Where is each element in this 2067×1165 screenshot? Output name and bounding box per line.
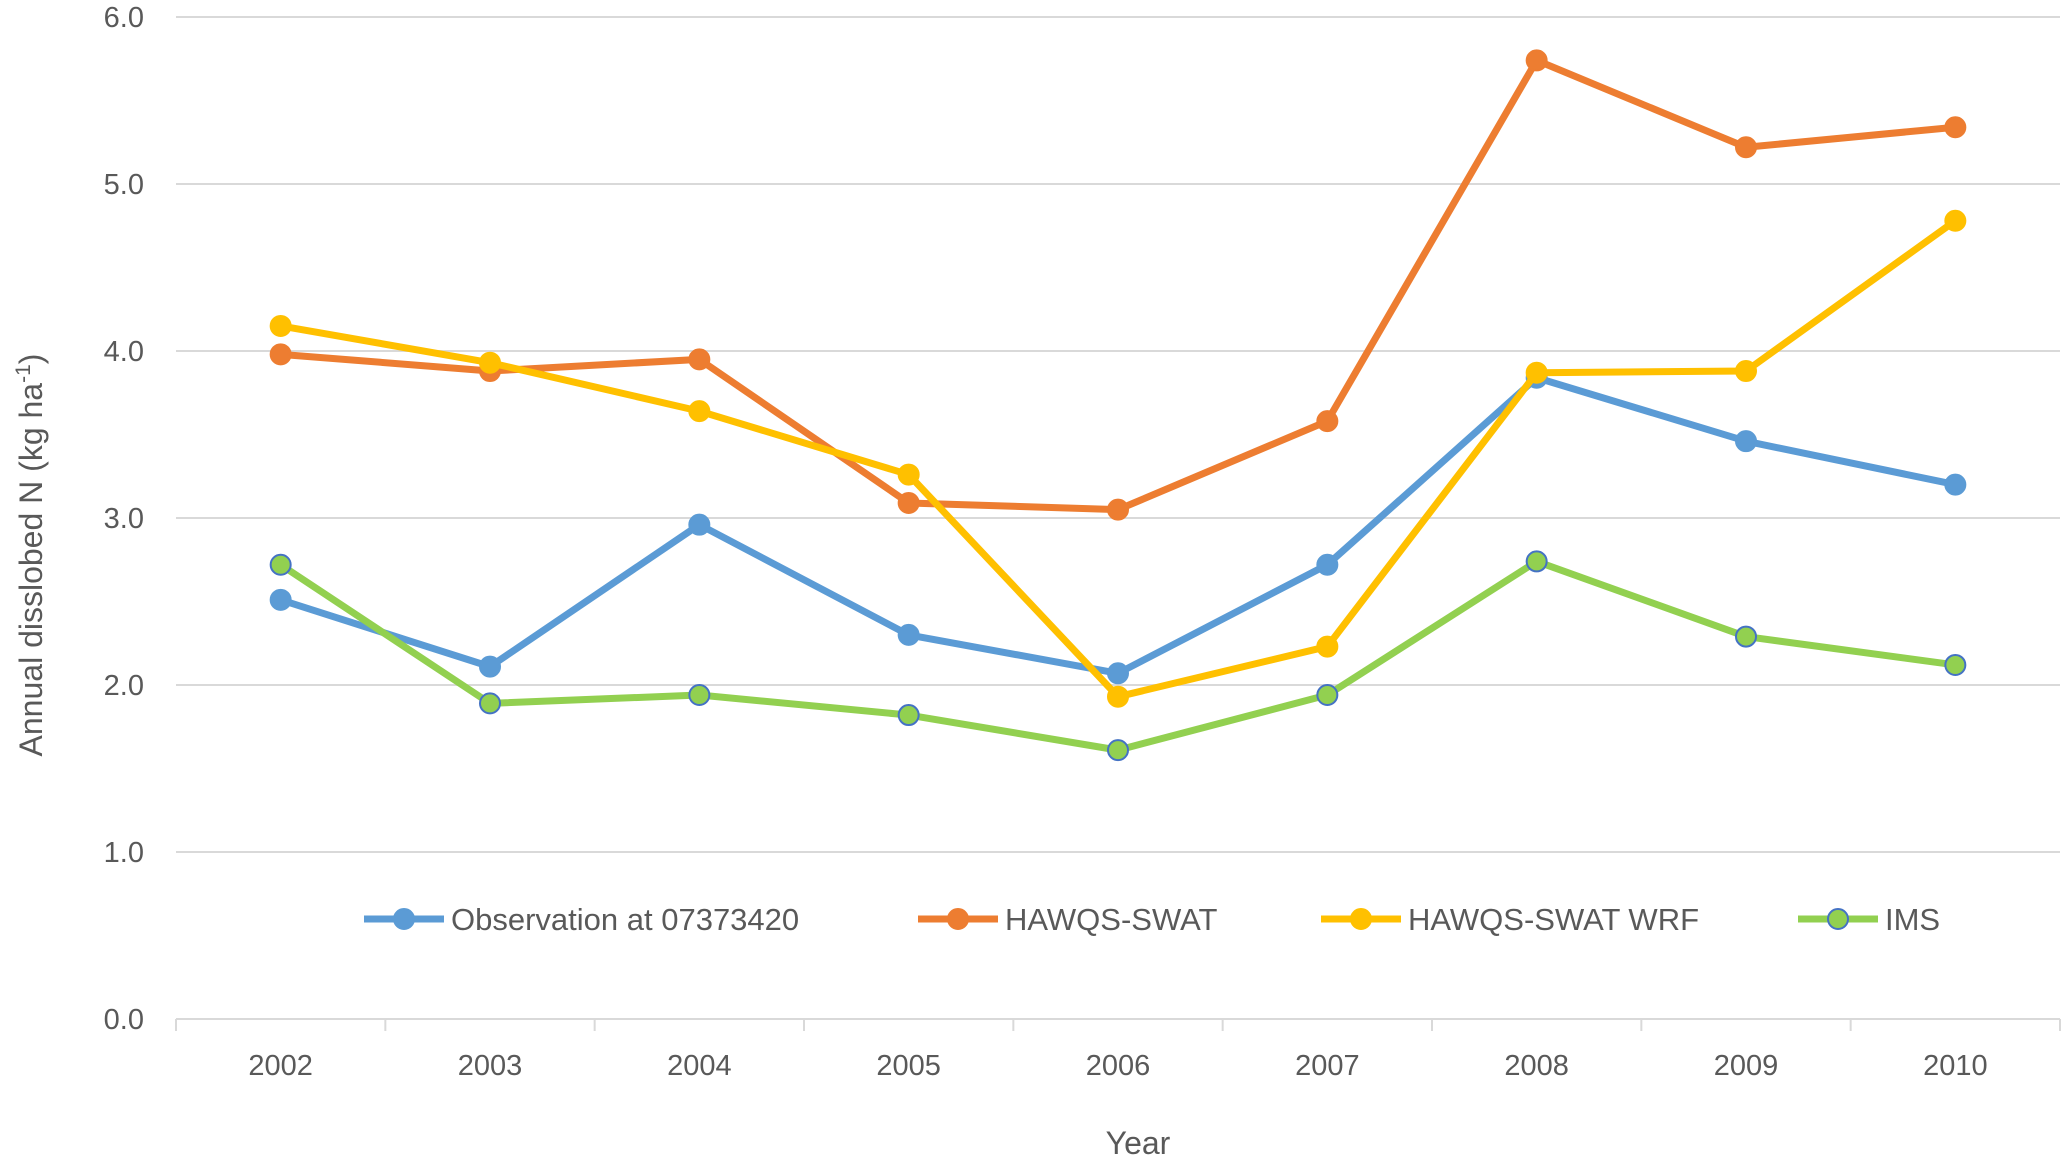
- data-point: [688, 513, 711, 536]
- data-point: [688, 684, 711, 707]
- data-point: [1107, 685, 1129, 708]
- legend-marker: [1827, 908, 1849, 930]
- legend-item: HAWQS-SWAT WRF: [1321, 902, 1699, 937]
- y-tick-label: 1.0: [104, 837, 144, 869]
- data-point: [1316, 635, 1339, 658]
- x-tick-label: 2004: [667, 1050, 732, 1082]
- data-point: [1107, 739, 1129, 762]
- data-point: [1525, 49, 1548, 72]
- y-tick-label: 4.0: [104, 336, 144, 368]
- legend-label: HAWQS-SWAT WRF: [1408, 902, 1699, 937]
- y-tick-label: 6.0: [104, 2, 144, 34]
- y-axis-ticks: 0.0 1.0 2.0 3.0 4.0 5.0 6.0: [104, 2, 144, 1036]
- series-line: [280, 217, 1958, 701]
- data-point: [1735, 625, 1757, 648]
- data-point: [269, 553, 292, 576]
- legend-item: HAWQS-SWAT: [918, 902, 1217, 937]
- data-point: [269, 343, 292, 366]
- series-ims: [269, 550, 1967, 762]
- data-point: [269, 314, 292, 337]
- y-tick-label: 0.0: [104, 1004, 144, 1036]
- data-point: [1107, 662, 1129, 685]
- legend-marker: [1350, 908, 1372, 930]
- legend-label: HAWQS-SWAT: [1005, 902, 1217, 937]
- x-tick-label: 2003: [458, 1050, 523, 1082]
- data-point: [688, 400, 711, 423]
- legend-marker: [947, 908, 969, 930]
- data-point: [1944, 653, 1967, 676]
- legend-label: IMS: [1885, 902, 1940, 937]
- legend: Observation at 07373420 HAWQS-SWAT HAWQS-S…: [364, 902, 1940, 937]
- series-line: [279, 374, 1957, 677]
- legend-item: IMS: [1798, 902, 1940, 937]
- x-axis-title: Year: [1106, 1125, 1171, 1160]
- data-point: [1525, 550, 1548, 573]
- data-point: [1525, 361, 1548, 384]
- x-tick-label: 2007: [1295, 1050, 1360, 1082]
- data-point: [1944, 473, 1967, 496]
- data-point: [897, 704, 920, 727]
- series-line: [278, 557, 1956, 754]
- data-point: [1735, 136, 1757, 159]
- x-tick-label: 2006: [1086, 1050, 1151, 1082]
- data-point: [479, 655, 501, 678]
- data-point: [1316, 684, 1339, 707]
- legend-marker: [393, 908, 415, 930]
- x-tick-label: 2005: [876, 1050, 941, 1082]
- y-tick-label: 5.0: [104, 169, 144, 201]
- legend-item: Observation at 07373420: [364, 902, 799, 937]
- data-point: [1735, 360, 1757, 383]
- data-point: [897, 463, 920, 486]
- series-group: [269, 49, 1967, 762]
- series-hawqs-swat-wrf: [269, 209, 1967, 708]
- series-hawqs-swat: [269, 49, 1967, 521]
- legend-label: Observation at 07373420: [451, 902, 799, 937]
- x-axis: 2002 2003 2004 2005 2006 2007 2008 2009 2010: [175, 1018, 2061, 1082]
- data-point: [1944, 116, 1967, 139]
- y-tick-label: 2.0: [104, 670, 144, 702]
- data-point: [479, 351, 501, 374]
- data-point: [897, 491, 920, 514]
- x-tick-label: 2010: [1923, 1050, 1988, 1082]
- data-point: [1735, 430, 1757, 453]
- x-tick-label: 2008: [1504, 1050, 1569, 1082]
- series-observation-at-07373420: [269, 366, 1967, 685]
- data-point: [1316, 410, 1339, 433]
- data-point: [1107, 498, 1129, 521]
- x-tick-label: 2002: [248, 1050, 313, 1082]
- data-point: [688, 348, 711, 371]
- y-axis-title: Annual disslobed N (kg ha-1): [12, 354, 49, 757]
- y-tick-label: 3.0: [104, 503, 144, 535]
- series-line: [280, 56, 1956, 514]
- data-point: [1944, 209, 1967, 232]
- data-point: [897, 623, 920, 646]
- x-tick-label: 2009: [1714, 1050, 1779, 1082]
- data-point: [269, 588, 292, 611]
- data-point: [479, 692, 501, 715]
- data-point: [1316, 553, 1339, 576]
